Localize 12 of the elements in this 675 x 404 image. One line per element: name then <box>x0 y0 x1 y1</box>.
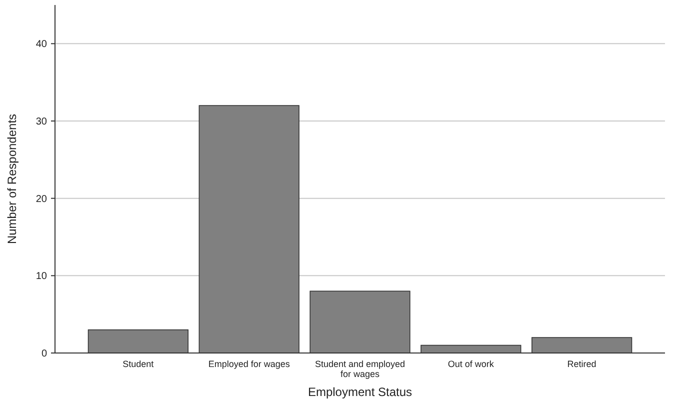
y-tick-label: 10 <box>36 271 48 282</box>
x-tick-label: Student and employed for wages <box>314 359 406 379</box>
y-axis-title: Number of Respondents <box>5 114 19 244</box>
x-tick-label: Student <box>122 359 154 369</box>
y-tick-label: 20 <box>36 194 48 205</box>
x-axis-title: Employment Status <box>308 385 412 399</box>
x-tick-label: Retired <box>567 359 596 369</box>
y-tick-label: 30 <box>36 116 48 128</box>
x-tick-label: Employed for wages <box>208 359 290 369</box>
x-tick-label: Out of work <box>448 359 494 369</box>
y-tick-label: 40 <box>36 39 48 50</box>
y-tick-label: 0 <box>41 348 48 360</box>
